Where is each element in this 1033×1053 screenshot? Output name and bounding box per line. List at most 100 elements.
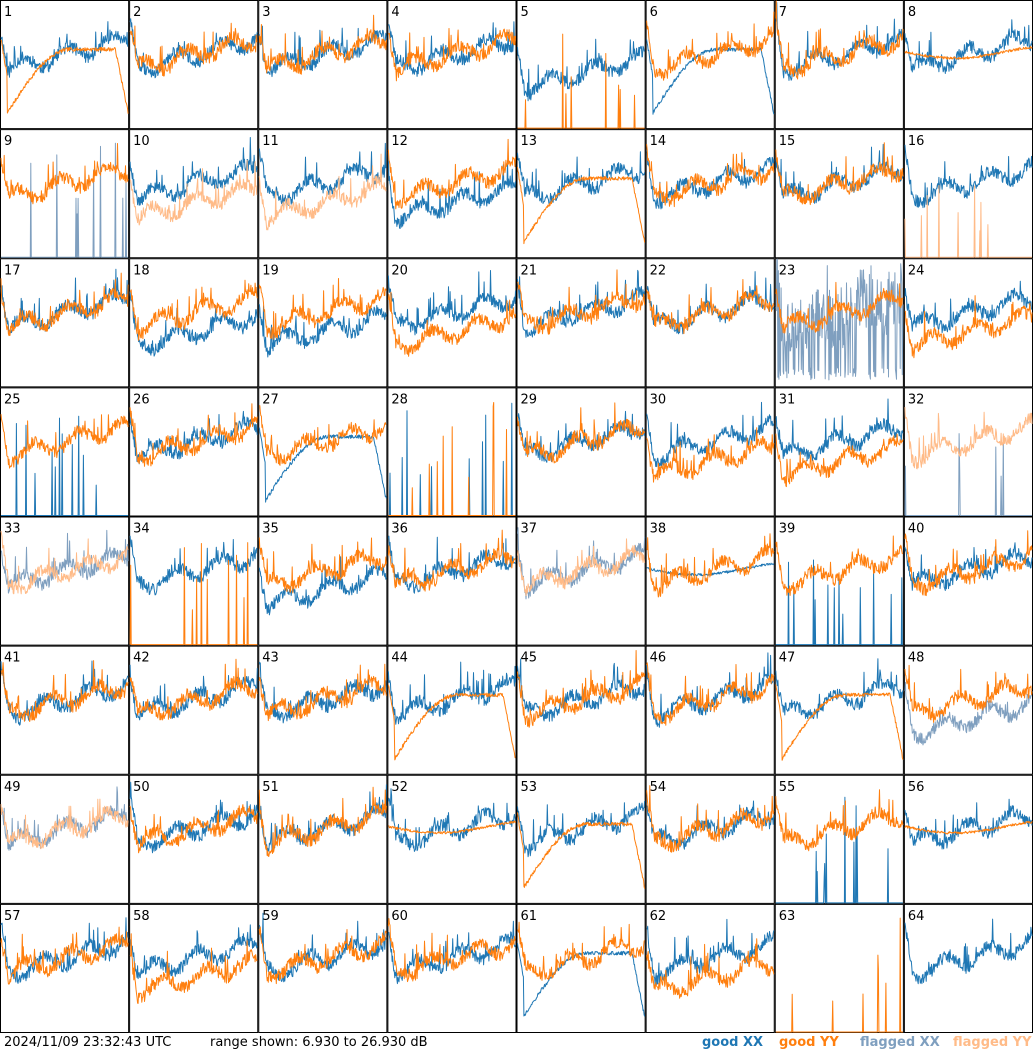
panel-label: 13 xyxy=(521,134,538,149)
panel-frame xyxy=(774,0,904,130)
panel-frame xyxy=(645,0,775,130)
panel-label: 37 xyxy=(521,522,538,537)
panel-label: 9 xyxy=(4,134,12,149)
footer-bar: 2024/11/09 23:32:43 UTC range shown: 6.9… xyxy=(0,1034,1033,1053)
panel-label: 23 xyxy=(779,263,796,278)
panel-frame xyxy=(258,0,388,130)
panel-frame xyxy=(258,387,388,517)
panel-label: 40 xyxy=(908,522,925,537)
panel-frame xyxy=(645,387,775,517)
panel-label: 47 xyxy=(779,651,796,666)
series-yy-panel-45 xyxy=(517,650,646,728)
series-yy-panel-26 xyxy=(129,403,258,467)
panel-label: 52 xyxy=(391,780,408,795)
series-xx-panel-11 xyxy=(258,142,387,207)
series-yy-panel-35 xyxy=(258,537,387,594)
series-yy-panel-34 xyxy=(129,542,258,646)
series-xx-panel-58 xyxy=(129,924,258,980)
series-yy-panel-53 xyxy=(517,812,646,889)
panel-label: 36 xyxy=(391,522,408,537)
panel-frame xyxy=(129,645,259,775)
panel-frame xyxy=(387,129,517,259)
series-xx-panel-33 xyxy=(0,529,129,594)
series-xx-panel-43 xyxy=(258,661,387,724)
panel-label: 54 xyxy=(650,780,667,795)
panel-frame xyxy=(516,645,646,775)
panel-34: 34 xyxy=(129,516,259,646)
panel-13: 13 xyxy=(516,129,646,259)
series-yy-panel-14 xyxy=(646,144,775,208)
series-yy-panel-18 xyxy=(129,279,258,341)
panel-label: 59 xyxy=(262,909,279,924)
panel-label: 39 xyxy=(779,522,796,537)
panel-label: 33 xyxy=(4,522,21,537)
series-yy-panel-41 xyxy=(0,660,129,722)
panel-6: 6 xyxy=(645,0,775,130)
panel-29: 29 xyxy=(516,387,646,517)
panel-frame xyxy=(774,645,904,775)
panel-frame xyxy=(516,258,646,388)
panel-label: 51 xyxy=(262,780,279,795)
panel-label: 53 xyxy=(521,780,538,795)
panel-label: 14 xyxy=(650,134,667,149)
panel-frame xyxy=(516,0,646,130)
panel-18: 18 xyxy=(129,258,259,388)
panel-label: 49 xyxy=(4,780,21,795)
series-yy-panel-27 xyxy=(259,405,387,466)
series-xx-panel-16 xyxy=(904,144,1033,209)
legend-flagged-xx: flagged XX xyxy=(860,1035,940,1050)
panel-frame xyxy=(258,645,388,775)
panel-label: 50 xyxy=(133,780,150,795)
panel-12: 12 xyxy=(387,129,517,259)
panel-37: 37 xyxy=(516,516,646,646)
series-yy-panel-25 xyxy=(0,414,129,469)
panel-label: 62 xyxy=(650,909,667,924)
panel-frame xyxy=(387,516,517,646)
series-yy-panel-11 xyxy=(258,153,387,231)
panel-20: 20 xyxy=(387,258,517,388)
panel-label: 11 xyxy=(262,134,279,149)
series-yy-panel-47 xyxy=(775,684,904,761)
panel-label: 46 xyxy=(650,651,667,666)
panel-label: 35 xyxy=(262,522,279,537)
panel-label: 1 xyxy=(4,5,12,20)
series-xx-panel-57 xyxy=(0,917,129,984)
series-yy-panel-44 xyxy=(387,684,516,761)
panel-frame xyxy=(645,258,775,388)
series-xx-panel-23 xyxy=(775,258,904,381)
series-yy-panel-2 xyxy=(129,22,258,77)
panel-frame xyxy=(774,387,904,517)
panel-label: 24 xyxy=(908,263,925,278)
panel-62: 62 xyxy=(645,903,775,1033)
series-xx-panel-1 xyxy=(0,21,129,78)
series-yy-panel-52 xyxy=(388,820,516,835)
panel-label: 32 xyxy=(908,392,925,407)
panel-label: 17 xyxy=(4,263,21,278)
panel-2: 2 xyxy=(129,0,259,130)
series-yy-panel-59 xyxy=(258,926,387,985)
series-yy-panel-58 xyxy=(129,933,258,1004)
series-yy-panel-8 xyxy=(904,45,1033,60)
panel-label: 61 xyxy=(521,909,538,924)
panel-28: 28 xyxy=(387,387,517,517)
panel-60: 60 xyxy=(387,903,517,1033)
series-yy-panel-61 xyxy=(517,921,645,981)
panel-label: 38 xyxy=(650,522,667,537)
panel-frame xyxy=(0,645,130,775)
panel-46: 46 xyxy=(645,645,775,775)
panel-frame xyxy=(516,516,646,646)
series-xx-panel-49 xyxy=(0,786,129,851)
panel-frame xyxy=(645,645,775,775)
panel-27: 27 xyxy=(258,387,388,517)
panel-frame xyxy=(774,129,904,259)
series-xx-panel-24 xyxy=(904,280,1033,334)
panel-frame xyxy=(645,516,775,646)
panel-32: 32 xyxy=(903,387,1033,517)
panel-36: 36 xyxy=(387,516,517,646)
panel-label: 6 xyxy=(650,5,658,20)
panel-43: 43 xyxy=(258,645,388,775)
panel-15: 15 xyxy=(774,129,904,259)
series-yy-panel-46 xyxy=(646,662,775,726)
series-yy-panel-10 xyxy=(129,159,258,226)
